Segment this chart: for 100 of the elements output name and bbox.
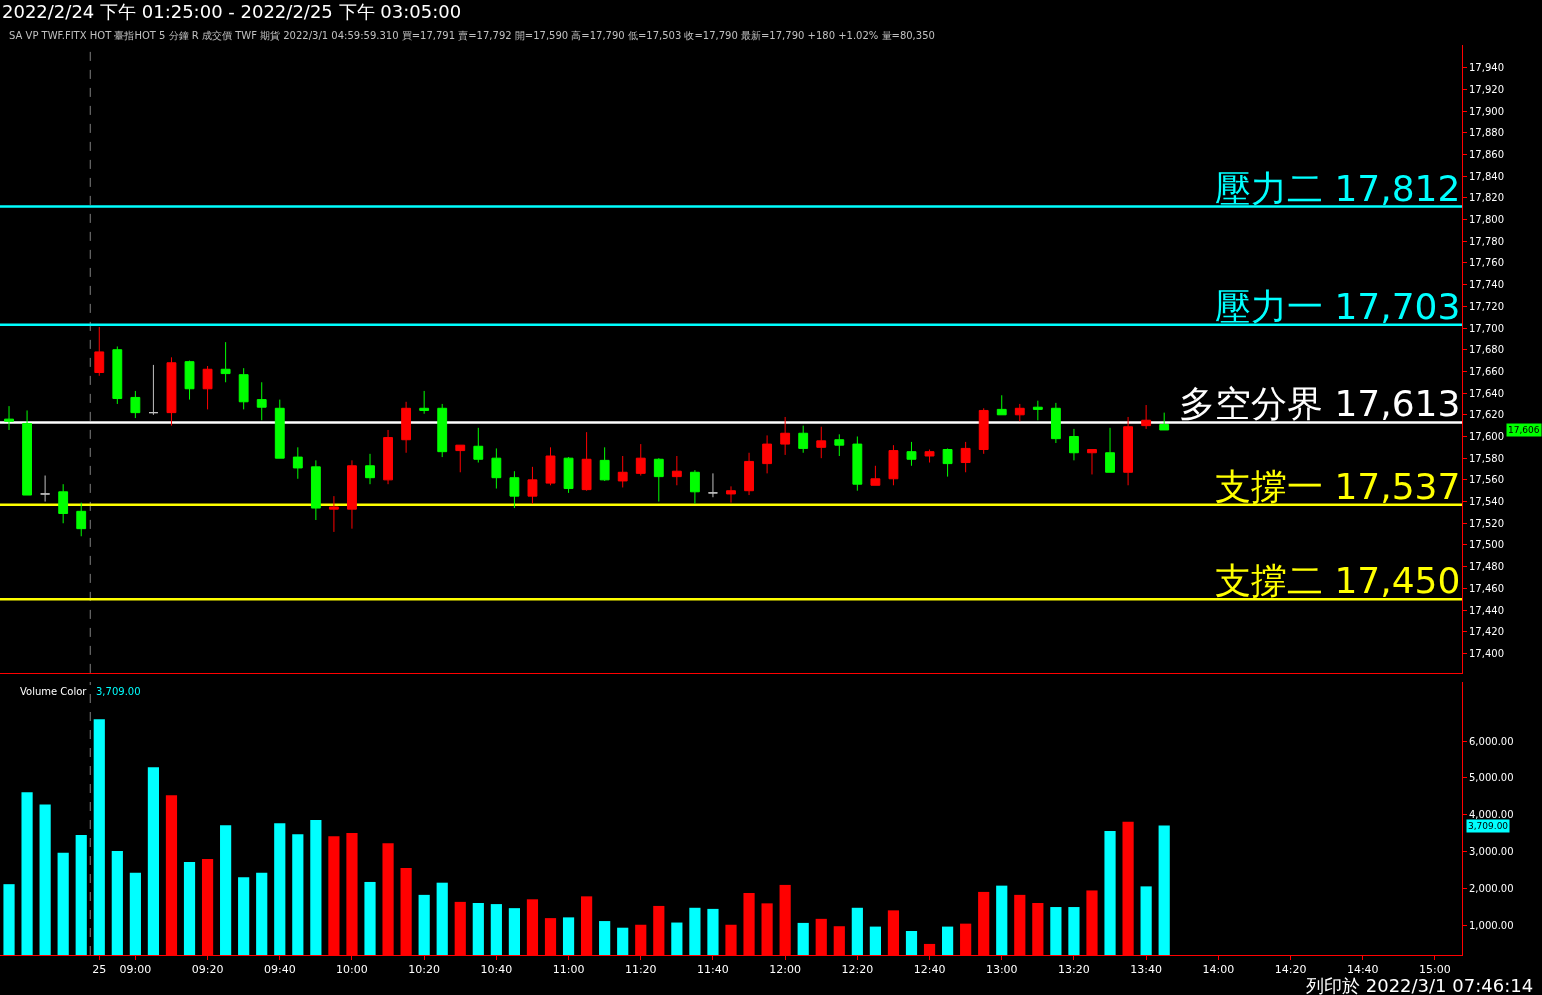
- candlestick: [76, 502, 87, 537]
- x-tick-label: 10:40: [480, 963, 513, 977]
- y-tick-label: 17,760: [1469, 257, 1504, 269]
- candlestick: [347, 459, 357, 530]
- ref-line-label: 多空分界 17,613: [1179, 383, 1461, 424]
- x-tick-label: 09:20: [191, 963, 224, 977]
- candlestick: [599, 446, 610, 482]
- y-tick-label: 17,540: [1469, 496, 1504, 508]
- candlestick: [581, 431, 592, 492]
- candlestick: [780, 416, 791, 456]
- chart-title: 2022/2/24 下午 01:25:00 - 2022/2/25 下午 03:05:00: [2, 1, 462, 22]
- candlestick: [238, 367, 249, 410]
- candlestick: [798, 425, 809, 454]
- candlestick: [509, 470, 520, 509]
- candlestick: [762, 434, 773, 474]
- candlestick: [1069, 428, 1079, 461]
- y-tick-label: 17,820: [1469, 192, 1504, 204]
- x-tick-label: 12:00: [769, 963, 801, 977]
- candlestick: [328, 495, 339, 533]
- candlestick: [653, 457, 664, 503]
- candlestick: [545, 446, 556, 486]
- candlestick: [148, 364, 159, 416]
- ref-line-label: 支撐一 17,537: [1215, 466, 1461, 507]
- y-tick-label: 4,000.00: [1469, 809, 1514, 821]
- y-tick-label: 17,740: [1469, 279, 1504, 291]
- x-tick-label: 10:00: [336, 963, 368, 977]
- y-tick-label: 17,840: [1469, 170, 1504, 182]
- candlestick: [1050, 402, 1061, 444]
- y-tick-label: 17,920: [1469, 83, 1504, 95]
- y-tick-label: 17,860: [1469, 149, 1504, 161]
- x-tick-label: 11:00: [552, 963, 585, 977]
- y-tick-label: 17,600: [1469, 430, 1504, 442]
- candlestick: [996, 394, 1007, 416]
- x-tick-label: 09:40: [263, 963, 296, 977]
- x-tick-label: 09:00: [119, 963, 152, 977]
- y-tick-label: 17,520: [1469, 517, 1504, 529]
- candlestick: [906, 441, 917, 467]
- y-tick-label: 3,000.00: [1469, 846, 1514, 858]
- y-tick-label: 17,720: [1469, 300, 1504, 312]
- y-tick-label: 17,800: [1469, 214, 1504, 226]
- x-tick-label: 14:40: [1346, 963, 1379, 977]
- y-tick-label: 5,000.00: [1469, 772, 1514, 784]
- candlestick: [166, 356, 177, 427]
- x-tick-label: 13:00: [985, 963, 1018, 977]
- candlestick: [202, 365, 213, 410]
- candlestick: [184, 360, 195, 401]
- candlestick: [1087, 449, 1097, 475]
- candlestick: [40, 475, 51, 503]
- candlestick: [310, 459, 321, 521]
- candlestick: [274, 399, 285, 459]
- candlestick: [365, 453, 375, 485]
- candlestick: [1032, 400, 1043, 421]
- candlestick: [94, 326, 105, 377]
- y-tick-label: 17,420: [1469, 626, 1504, 638]
- text: 3,709.00: [1468, 821, 1509, 831]
- x-tick-label: 15:00: [1419, 963, 1451, 977]
- y-tick-label: 17,700: [1469, 322, 1504, 334]
- candlestick: [870, 465, 881, 486]
- y-tick-label: 17,580: [1469, 452, 1504, 464]
- y-tick-label: 17,620: [1469, 409, 1504, 421]
- candlestick: [744, 452, 754, 496]
- candlestick: [671, 455, 682, 486]
- candlestick: [924, 449, 935, 464]
- y-tick-label: 2,000.00: [1469, 883, 1514, 895]
- y-tick-label: 17,780: [1469, 235, 1504, 247]
- candlestick: [455, 444, 466, 473]
- x-tick-label: 11:40: [697, 963, 729, 977]
- candlestick: [292, 446, 303, 480]
- candlestick: [383, 429, 393, 485]
- candlestick: [527, 466, 538, 505]
- candlestick: [1141, 404, 1152, 430]
- candlestick: [473, 427, 484, 464]
- x-tick-label: 11:20: [624, 963, 657, 977]
- y-tick-label: 17,940: [1469, 62, 1504, 74]
- candlestick: [942, 447, 953, 478]
- candlestick: [689, 469, 700, 505]
- x-tick-label: 14:20: [1274, 963, 1307, 977]
- x-tick-label: 13:20: [1058, 963, 1090, 977]
- y-tick-label: 17,400: [1469, 647, 1504, 659]
- candlestick: [419, 390, 430, 415]
- chart-subtitle: SA VP TWF.FITX HOT 臺指HOT 5 分鐘 R 成交價 TWF 期貨 2022/3/1 04:59:59.310 買=17,791 賣=17,792 開=17,590 高=17,790 低=17,503 收=17,790 最新=17,790 +180 +1.02% 量=80,350: [9, 30, 935, 41]
- candlestick: [563, 456, 574, 494]
- y-tick-label: 1,000.00: [1469, 919, 1514, 931]
- y-tick-label: 6,000.00: [1469, 735, 1514, 747]
- candlestick: [617, 455, 628, 488]
- x-tick-label: 14:00: [1202, 963, 1235, 977]
- candlestick: [437, 403, 448, 458]
- y-tick-label: 17,500: [1469, 539, 1504, 551]
- candlestick: [726, 485, 736, 504]
- candlestick: [4, 405, 14, 431]
- x-tick-label: 10:20: [408, 963, 441, 977]
- chart-title: Volume Color: [20, 686, 88, 697]
- x-tick-label: 12:20: [841, 963, 874, 977]
- y-tick-label: 17,640: [1469, 387, 1504, 399]
- candlestick: [256, 381, 267, 421]
- chart-subtitle: 3,709.00: [96, 686, 141, 697]
- y-tick-label: 17,440: [1469, 604, 1504, 616]
- candlestick: [220, 341, 231, 383]
- text: 17,606: [1508, 425, 1540, 435]
- candlestick: [978, 407, 989, 455]
